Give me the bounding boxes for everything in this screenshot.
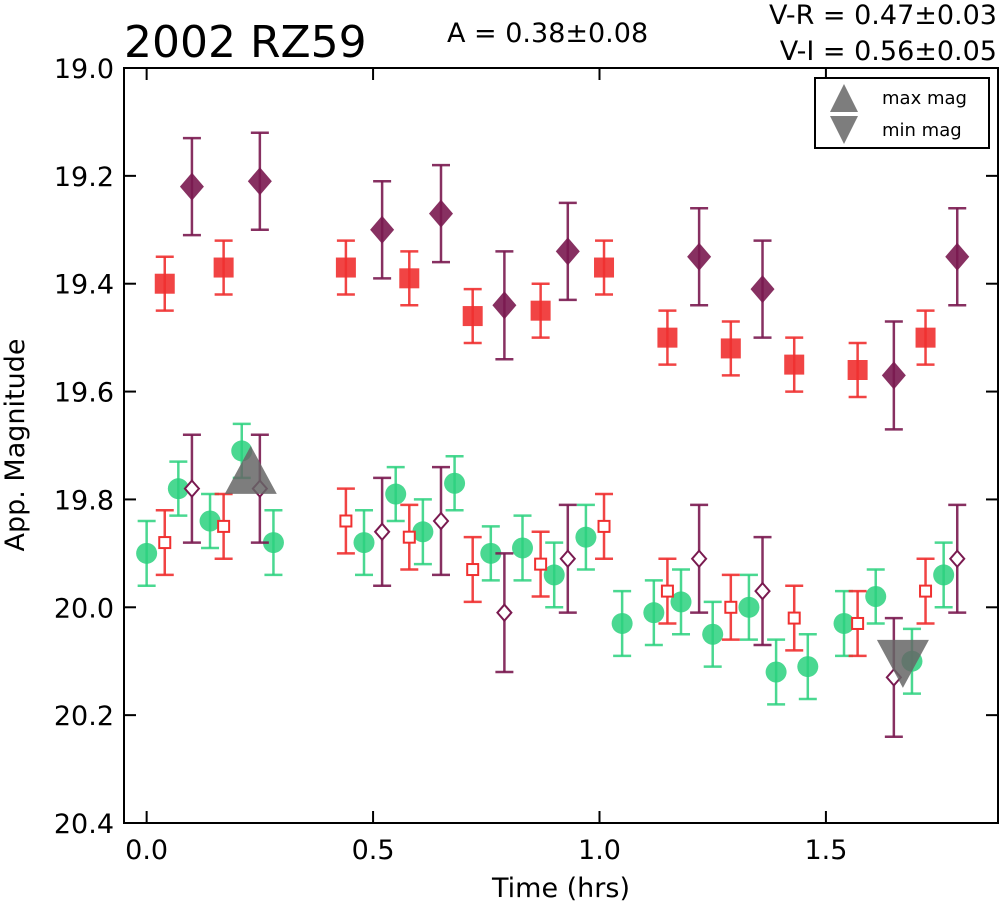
vr-color-annotation: V-R = 0.47±0.03 [769, 0, 997, 31]
data-marks [136, 131, 970, 738]
max-mag-marker [224, 445, 277, 494]
data-point-open-square [919, 584, 933, 598]
data-point-square [530, 300, 551, 321]
data-point-diamond [945, 242, 970, 271]
min-mag-marker [876, 639, 929, 688]
plot-frame [123, 67, 999, 824]
data-point-circle [444, 472, 466, 494]
data-point-square [154, 273, 175, 294]
data-point-diamond [687, 242, 712, 271]
data-point-circle [512, 537, 534, 559]
legend-min-mag-marker [830, 116, 858, 144]
data-point-square [720, 338, 741, 359]
x-axis-label: Time (hrs) [491, 873, 630, 904]
data-point-diamond [179, 172, 204, 201]
data-point-circle [833, 612, 855, 634]
data-point-circle [643, 602, 665, 624]
data-point-square [335, 257, 356, 278]
data-point-open-diamond [496, 603, 513, 623]
data-point-open-square [534, 557, 548, 571]
data-point-circle [412, 521, 434, 543]
data-point-open-square [158, 536, 172, 550]
amplitude-annotation: A = 0.38±0.08 [447, 18, 648, 49]
y-tick-label: 20.4 [54, 809, 114, 840]
data-point-circle [385, 483, 407, 505]
legend-max-mag-label: max mag [882, 88, 967, 109]
data-point-circle [480, 542, 502, 564]
data-point-square [213, 257, 234, 278]
data-point-open-diamond [373, 522, 391, 542]
y-tick-label: 19.8 [54, 485, 114, 516]
data-point-circle [933, 564, 955, 586]
data-point-circle [797, 656, 819, 678]
data-point-square [594, 257, 615, 278]
data-point-open-diamond [559, 549, 577, 569]
data-point-open-diamond [754, 581, 771, 601]
y-tick-label: 20.0 [54, 593, 114, 624]
data-point-circle [765, 661, 787, 683]
x-tick-label: 0.0 [125, 835, 168, 866]
data-point-circle [575, 526, 597, 548]
data-point-circle [199, 510, 221, 532]
y-axis-label: App. Magnitude [0, 339, 31, 552]
y-tick-label: 20.2 [54, 701, 114, 732]
legend-min-mag-label: min mag [882, 120, 962, 141]
x-tick-label: 1.0 [578, 835, 621, 866]
data-point-diamond [750, 275, 775, 304]
data-point-square [847, 360, 868, 380]
data-point-circle [353, 532, 375, 554]
data-point-diamond [370, 215, 395, 244]
data-point-open-diamond [183, 479, 201, 499]
data-point-diamond [428, 199, 453, 228]
data-point-open-diamond [432, 511, 450, 531]
data-point-open-square [217, 519, 231, 533]
data-point-circle [167, 478, 189, 500]
chart-title: 2002 RZ59 [124, 17, 367, 68]
y-tick-label: 19.6 [54, 378, 114, 409]
data-point-open-diamond [948, 549, 966, 569]
data-point-diamond [555, 237, 580, 266]
data-point-circle [136, 542, 158, 564]
data-point-diamond [881, 361, 906, 390]
y-tick-label: 19.4 [54, 270, 114, 301]
data-point-circle [611, 612, 633, 634]
data-point-open-square [402, 530, 416, 544]
data-point-circle [865, 586, 887, 607]
data-point-open-square [660, 584, 674, 598]
data-point-open-square [787, 611, 801, 625]
x-tick-label: 0.5 [352, 835, 395, 866]
data-point-open-diamond [690, 549, 708, 569]
legend: max mag min mag [814, 77, 990, 149]
data-point-square [657, 327, 678, 348]
data-point-circle [262, 532, 284, 554]
x-axis: 0.0 0.5 1.0 1.5 [125, 68, 847, 866]
data-point-square [915, 327, 936, 348]
data-point-circle [543, 564, 565, 586]
data-point-square [462, 306, 483, 327]
x-tick-label: 1.5 [804, 835, 847, 866]
vi-color-annotation: V-I = 0.56±0.05 [780, 36, 997, 67]
data-point-open-square [466, 563, 480, 577]
data-point-circle [702, 623, 724, 645]
y-tick-label: 19.0 [54, 54, 114, 85]
data-point-square [784, 354, 805, 375]
data-point-circle [738, 596, 760, 618]
data-point-open-square [597, 519, 611, 533]
data-point-diamond [247, 167, 272, 196]
data-point-diamond [492, 291, 517, 320]
y-tick-label: 19.2 [54, 162, 114, 193]
legend-max-mag-marker [830, 84, 858, 112]
y-axis: 19.0 19.2 19.4 19.6 19.8 20.0 20.2 20.4 [54, 54, 998, 840]
data-point-open-square [851, 616, 865, 630]
data-point-circle [670, 591, 692, 613]
data-point-square [399, 268, 420, 289]
data-point-open-square [724, 600, 738, 614]
data-point-open-square [339, 514, 353, 528]
